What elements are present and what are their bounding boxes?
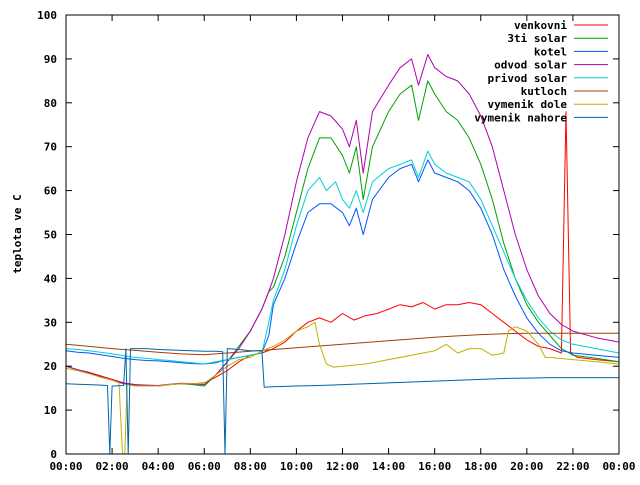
x-tick-label: 06:00 <box>188 460 221 473</box>
legend-label: kutloch <box>521 85 567 98</box>
legend-label: vymenik dole <box>488 98 568 111</box>
y-tick-label: 10 <box>44 404 57 417</box>
x-tick-label: 14:00 <box>372 460 405 473</box>
y-tick-label: 80 <box>44 97 57 110</box>
legend-label: venkovni <box>514 19 567 32</box>
x-tick-label: 10:00 <box>280 460 313 473</box>
x-tick-label: 20:00 <box>510 460 543 473</box>
series-line-vymenik-dole <box>65 321 620 455</box>
legend-label: privod solar <box>488 72 568 85</box>
series-line-kutloch <box>65 332 619 356</box>
x-tick-label: 00:00 <box>602 460 635 473</box>
y-tick-label: 90 <box>44 53 57 66</box>
x-tick-label: 00:00 <box>49 460 82 473</box>
y-tick-label: 20 <box>44 360 57 373</box>
x-tick-label: 02:00 <box>96 460 129 473</box>
y-tick-label: 100 <box>37 9 57 22</box>
x-tick-label: 08:00 <box>234 460 267 473</box>
y-tick-label: 40 <box>44 272 57 285</box>
y-tick-label: 50 <box>44 229 57 242</box>
series-line-kotel <box>65 159 620 365</box>
x-tick-label: 16:00 <box>418 460 451 473</box>
x-tick-label: 12:00 <box>326 460 359 473</box>
y-axis-label: teplota ve C <box>11 194 24 273</box>
legend-label: kotel <box>534 45 567 58</box>
legend-label: vymenik nahore <box>474 111 567 124</box>
legend-label: 3ti solar <box>507 32 567 45</box>
x-tick-label: 22:00 <box>556 460 589 473</box>
y-tick-label: 70 <box>44 141 57 154</box>
series-line-vymenik-nahore <box>65 348 619 455</box>
legend-label: odvod solar <box>494 59 567 72</box>
series-line-privod-solar <box>65 150 620 365</box>
series-line-3ti-solar <box>65 80 620 387</box>
y-tick-label: 60 <box>44 185 57 198</box>
series-line-venkovni <box>65 111 620 387</box>
x-tick-label: 18:00 <box>464 460 497 473</box>
y-tick-label: 0 <box>50 448 57 461</box>
tick-layer: 0 10 20 30 40 50 60 70 80 90 100 00:00 02:00 04:00 06:… <box>37 9 635 473</box>
y-tick-label: 30 <box>44 316 57 329</box>
series-layer <box>65 54 620 455</box>
x-tick-label: 04:00 <box>142 460 175 473</box>
